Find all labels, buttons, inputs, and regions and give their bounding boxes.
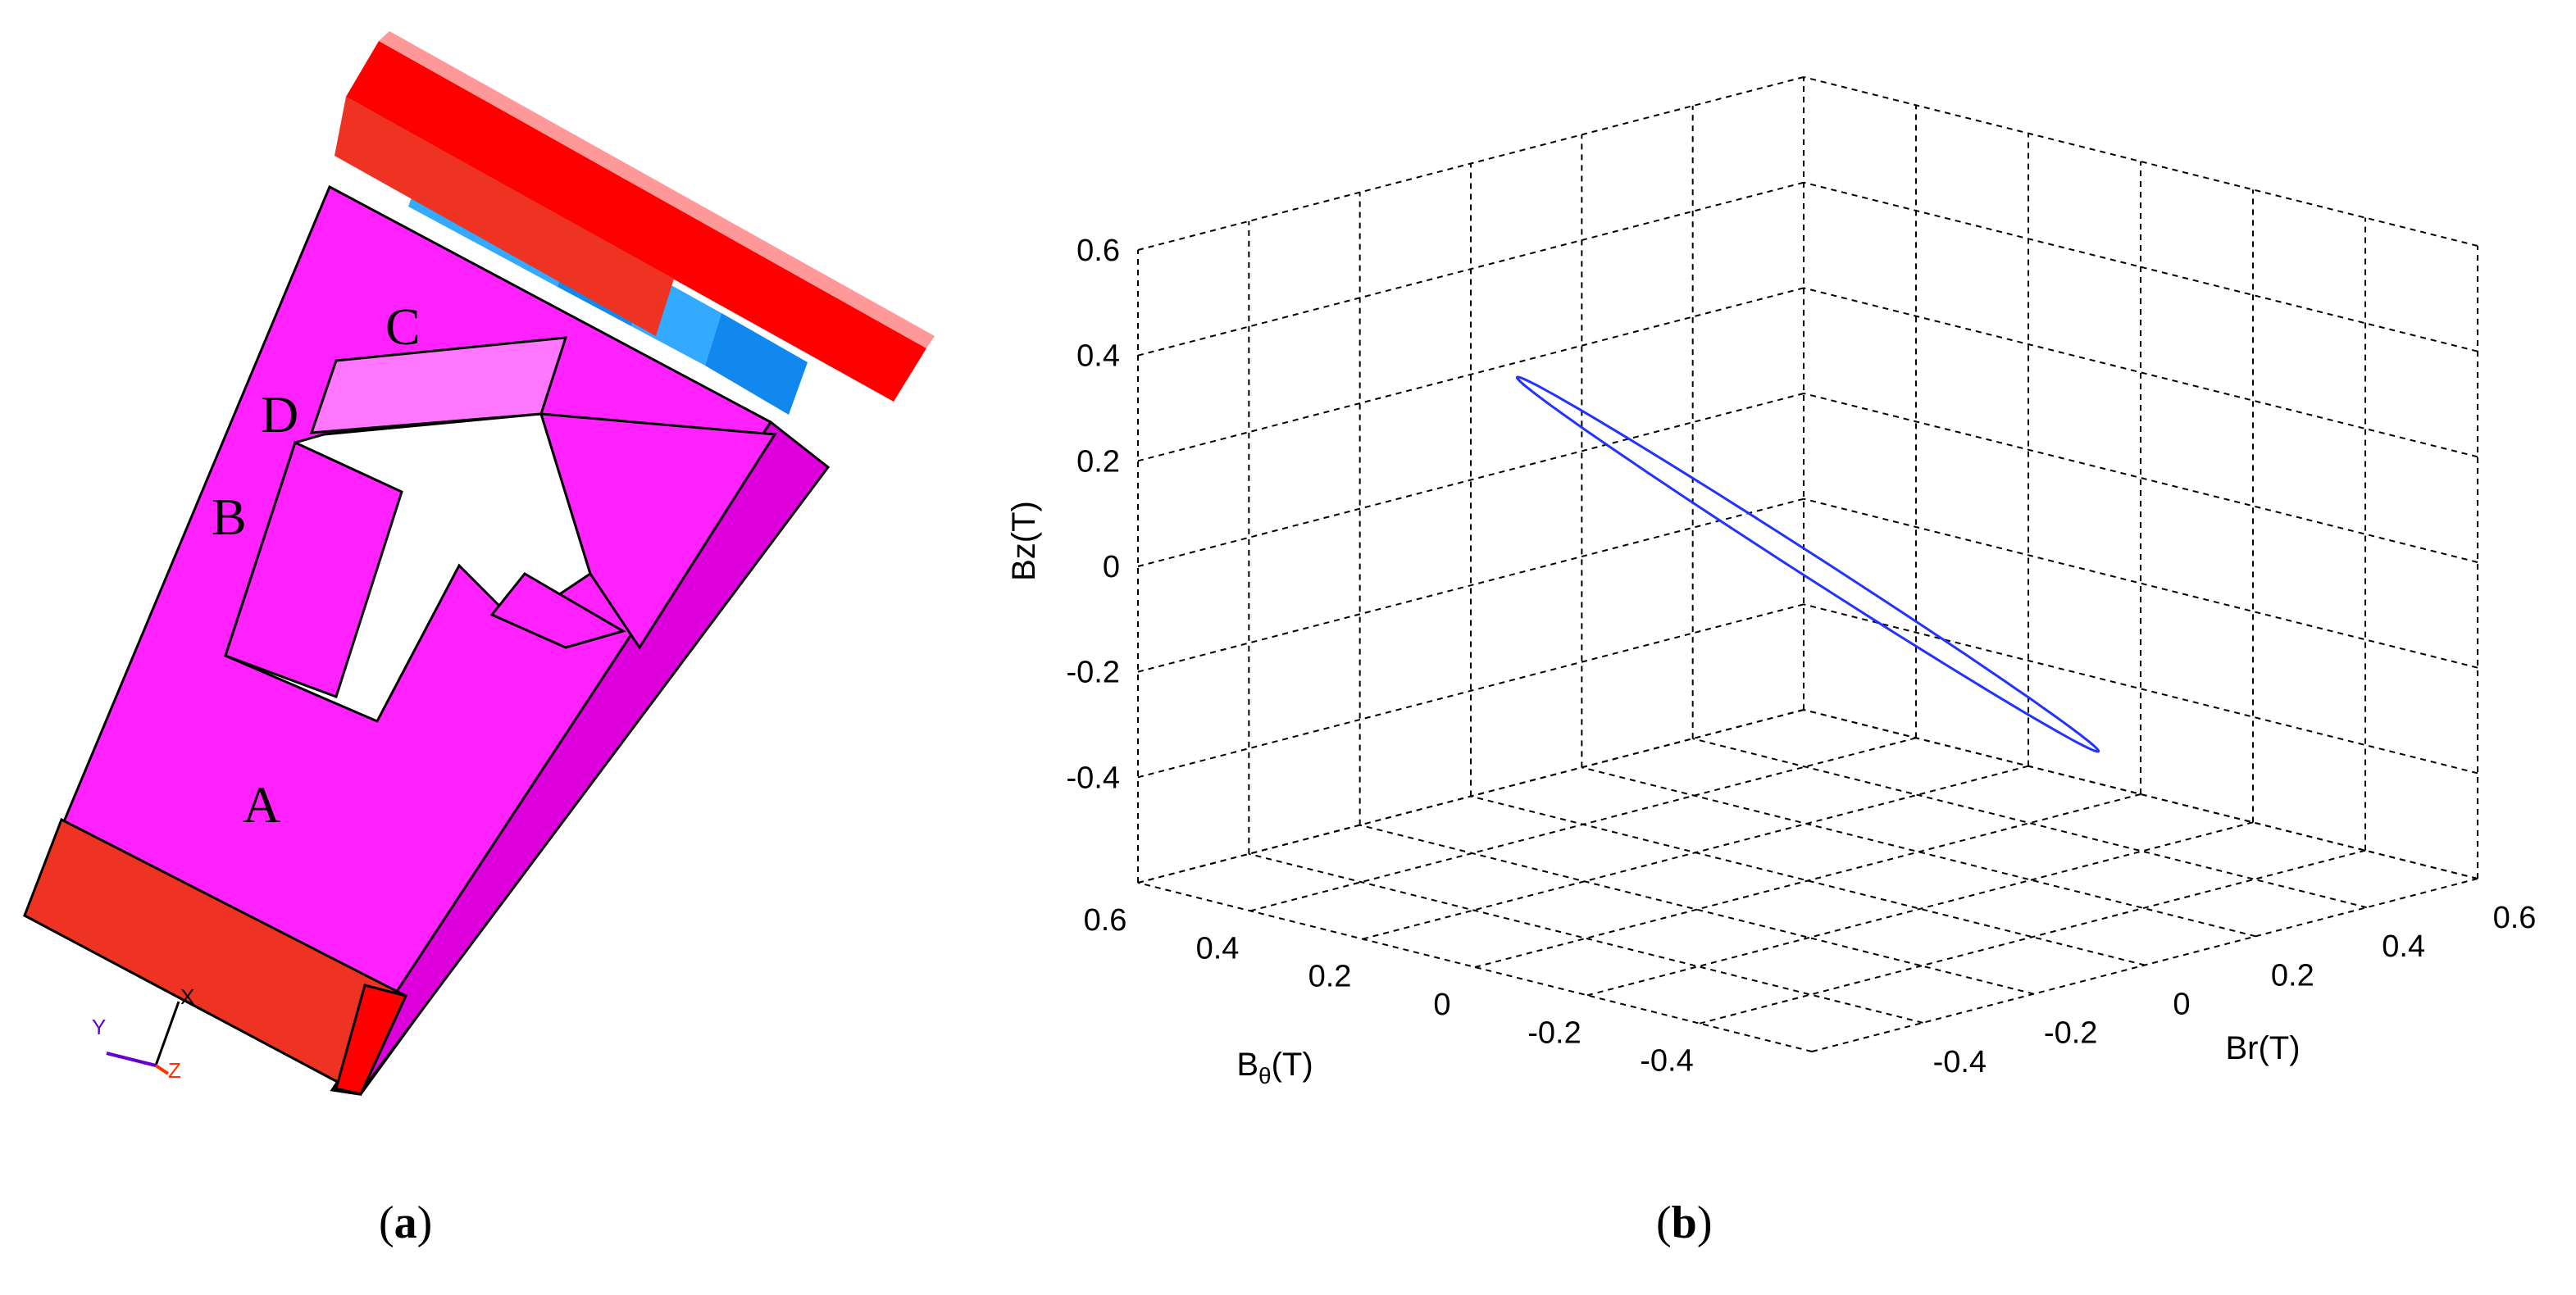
caption-b: (b) xyxy=(1656,1197,1713,1248)
grid-line-wall-y xyxy=(1137,393,1805,567)
triad-z: Z xyxy=(168,1058,181,1083)
grid-line-wall-y xyxy=(1137,181,1805,357)
chart-series-curve xyxy=(1515,375,2100,753)
z-tick-label: 0.2 xyxy=(1076,444,1120,479)
grid-line-wall-y xyxy=(1137,603,1805,779)
y-tick-label: 0 xyxy=(1433,988,1450,1022)
grid-line-floor xyxy=(1699,849,2366,1025)
magnet-segment-4 xyxy=(705,313,808,415)
grid-line-floor xyxy=(1249,852,1923,1024)
grid-line-floor xyxy=(1362,765,2029,940)
top-yoke-front xyxy=(335,97,674,336)
x-axis-label: Br(T) xyxy=(2225,1030,2300,1066)
y-axis-ticks: -0.4 -0.2 0 0.2 0.4 0.6 xyxy=(1084,903,1694,1079)
grid-line-floor xyxy=(1474,793,2141,968)
x-tick-label: 0.6 xyxy=(2493,901,2537,935)
coordinate-triad-icon: X Y Z xyxy=(92,984,194,1083)
z-tick-label: 0.6 xyxy=(1076,234,1120,268)
grid-line-wall-y xyxy=(1137,498,1805,673)
z-tick-label: -0.2 xyxy=(1067,656,1120,690)
grid-line-wall-y xyxy=(1137,287,1805,462)
x-tick-label: -0.4 xyxy=(1933,1045,1987,1079)
core-inner-pillar xyxy=(489,572,626,649)
top-yoke-edge xyxy=(346,41,926,402)
y-tick-label: 0.2 xyxy=(1308,960,1352,994)
x-tick-label: -0.2 xyxy=(2044,1016,2097,1051)
label-a: A xyxy=(243,775,280,834)
z-tick-label: 0.4 xyxy=(1076,339,1120,374)
grid-line-wall-x xyxy=(1803,76,2478,247)
y-tick-label: -0.2 xyxy=(1527,1016,1581,1050)
label-c: C xyxy=(385,298,421,356)
grid-line-wall-x xyxy=(1803,603,2478,775)
z-tick-label: 0 xyxy=(1103,550,1120,584)
x-tick-label: 0.4 xyxy=(2382,929,2425,964)
grid-line-wall-x xyxy=(1803,181,2478,352)
triad-x: X xyxy=(180,984,194,1009)
label-b: B xyxy=(212,488,247,546)
grid-line-wall-x xyxy=(1803,287,2478,458)
grid-line-floor xyxy=(1692,738,2367,909)
grid-line-wall-x xyxy=(1803,498,2478,669)
core-pole-top xyxy=(309,336,568,434)
x-tick-label: 0 xyxy=(2173,988,2190,1022)
z-axis-label: Bz(T) xyxy=(1006,501,1042,581)
core-inner-leg xyxy=(224,440,403,698)
y-axis-label: Bθ(T) xyxy=(1236,1047,1313,1088)
x-tick-label: 0.2 xyxy=(2271,958,2314,993)
label-d: D xyxy=(261,385,298,443)
panel-b-chart: -0.4 -0.2 0 0.2 0.4 0.6 -0.4 -0.2 0 0.2 0.4 0.6 -0… xyxy=(1006,76,2537,1088)
grid-line-wall-y xyxy=(1137,76,1805,251)
x-axis-ticks: -0.4 -0.2 0 0.2 0.4 0.6 xyxy=(1933,901,2537,1079)
grid-line-floor xyxy=(1586,821,2254,997)
top-yoke-face xyxy=(379,31,935,348)
core-right-block xyxy=(539,412,777,650)
caption-a: (a) xyxy=(379,1197,433,1248)
y-tick-label: -0.4 xyxy=(1640,1044,1693,1079)
grid-line-wall-x xyxy=(1803,393,2478,563)
panel-a-diagram: C D B A X Y Z xyxy=(23,31,935,1097)
z-tick-label: -0.4 xyxy=(1067,761,1120,795)
z-axis-ticks: -0.4 -0.2 0 0.2 0.4 0.6 xyxy=(1067,234,1120,795)
y-tick-label: 0.6 xyxy=(1084,903,1127,938)
grid-line-floor xyxy=(1249,737,1917,912)
y-tick-label: 0.4 xyxy=(1196,931,1240,966)
bottom-yoke-side xyxy=(335,984,408,1096)
triad-y: Y xyxy=(92,1015,106,1039)
chart-grid xyxy=(1137,76,2478,1052)
